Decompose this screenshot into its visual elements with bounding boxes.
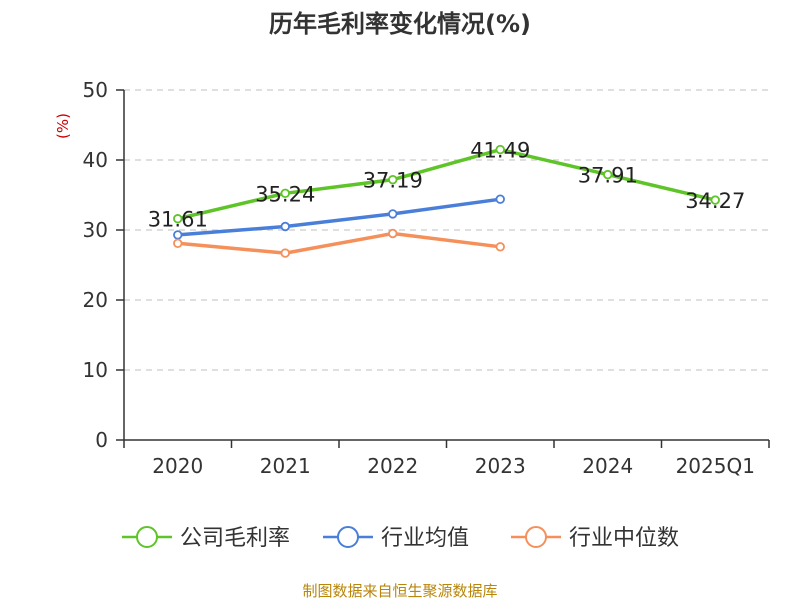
data-point bbox=[280, 188, 290, 199]
data-label: 37.91 bbox=[578, 164, 638, 188]
data-point bbox=[710, 195, 720, 205]
legend-label: 行业均值 bbox=[381, 526, 469, 551]
data-point bbox=[495, 242, 505, 252]
grid-lines bbox=[124, 89, 769, 371]
x-tick-label: 2025Q1 bbox=[676, 454, 755, 478]
data-point bbox=[495, 194, 505, 204]
legend-marker-icon bbox=[136, 526, 158, 548]
data-point bbox=[280, 221, 290, 232]
y-tick-label: 0 bbox=[95, 428, 108, 452]
legend-label: 行业中位数 bbox=[569, 526, 679, 551]
data-label: 35.24 bbox=[255, 182, 315, 206]
data-point bbox=[173, 230, 183, 240]
series-line-2 bbox=[176, 231, 503, 255]
legend-marker-icon bbox=[337, 526, 359, 548]
series-line-1 bbox=[176, 197, 503, 237]
data-point bbox=[388, 228, 398, 239]
axes: 0 10 20 30 40 50 2020 2021 2022 2023 2024 2025Q1 bbox=[83, 78, 770, 478]
legend: 公司毛利率 行业均值 行业中位数 bbox=[122, 526, 679, 551]
y-tick-label: 20 bbox=[83, 288, 108, 312]
legend-marker-icon bbox=[525, 526, 547, 548]
data-label: 41.49 bbox=[470, 139, 530, 163]
y-tick-label: 50 bbox=[83, 78, 108, 102]
x-tick-label: 2023 bbox=[475, 454, 526, 478]
data-labels: 31.61 35.24 37.19 41.49 37.91 34.27 bbox=[148, 139, 746, 232]
data-label: 34.27 bbox=[685, 189, 745, 213]
data-point bbox=[173, 238, 183, 248]
series-line-0 bbox=[176, 147, 718, 221]
data-point bbox=[388, 174, 398, 185]
legend-label: 公司毛利率 bbox=[180, 526, 290, 551]
legend-item: 行业中位数 bbox=[511, 526, 679, 551]
x-tick-label: 2020 bbox=[152, 454, 203, 478]
legend-item: 行业均值 bbox=[323, 526, 469, 551]
data-label: 31.61 bbox=[148, 208, 208, 232]
data-point bbox=[280, 248, 290, 258]
data-label: 37.19 bbox=[363, 169, 423, 193]
data-point bbox=[603, 169, 613, 180]
y-tick-label: 30 bbox=[83, 218, 108, 242]
y-tick-label: 10 bbox=[83, 358, 108, 382]
x-tick-label: 2021 bbox=[260, 454, 311, 478]
y-tick-label: 40 bbox=[83, 148, 108, 172]
series-lines bbox=[173, 144, 720, 258]
chart-title: 历年毛利率变化情况(%) bbox=[269, 10, 531, 38]
x-tick-label: 2022 bbox=[367, 454, 418, 478]
data-point bbox=[495, 144, 505, 155]
data-point bbox=[173, 214, 183, 224]
legend-item: 公司毛利率 bbox=[122, 526, 290, 551]
x-tick-label: 2024 bbox=[582, 454, 633, 478]
source-note: 制图数据来自恒生聚源数据库 bbox=[302, 582, 497, 600]
y-axis-label: (%) bbox=[54, 113, 72, 139]
data-point bbox=[388, 209, 398, 219]
